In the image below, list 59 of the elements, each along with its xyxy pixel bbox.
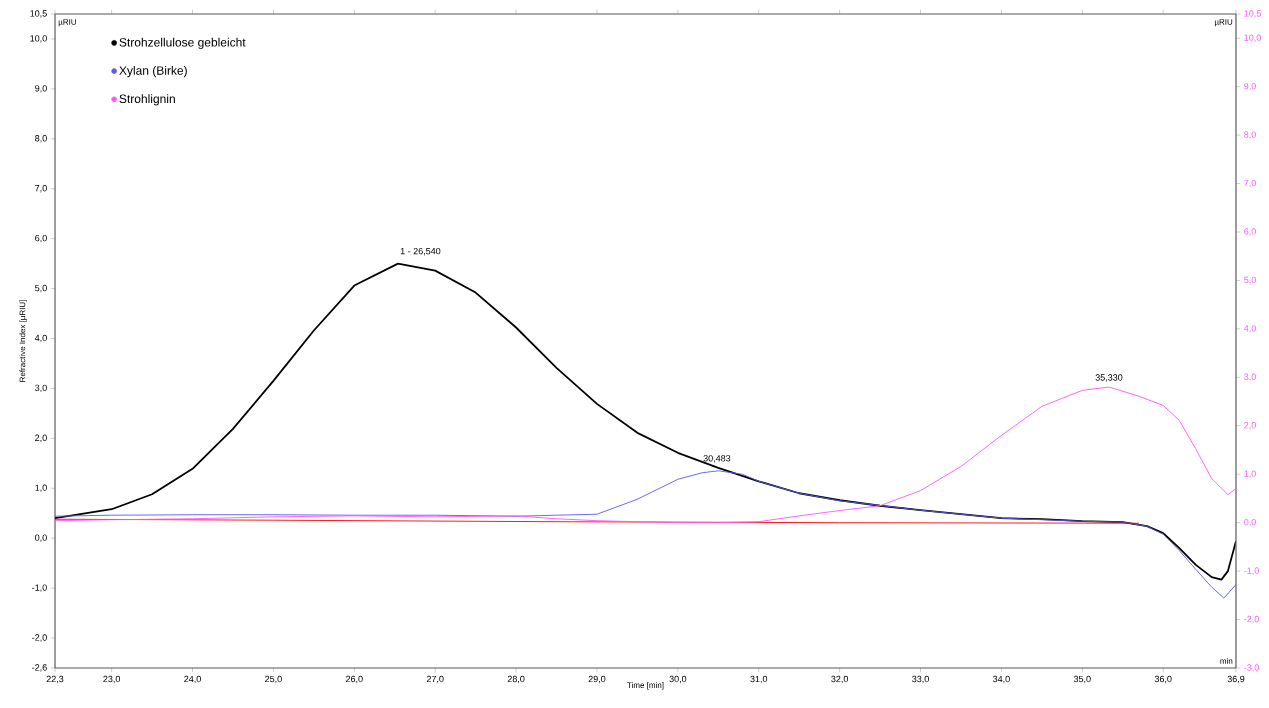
x-tick-label: 29,0	[588, 675, 606, 684]
y-tick-label: 0,0	[35, 534, 47, 542]
y2-tick-label: 10,0	[1244, 34, 1261, 42]
legend-label: Xylan (Birke)	[119, 66, 187, 78]
y2-tick-label: 7,0	[1244, 179, 1256, 188]
y2-tick-label: 5,0	[1244, 276, 1256, 285]
x-tick-label: 36,0	[1154, 675, 1172, 684]
y2-tick-label: 8,0	[1244, 131, 1256, 139]
x-tick-label: 24,0	[184, 675, 201, 684]
x-tick-label: 35,0	[1073, 675, 1091, 684]
y-tick-label: 2,0	[35, 434, 47, 443]
x-tick-label: 28,0	[507, 675, 525, 684]
y-tick-label: 6,0	[35, 234, 47, 243]
annotation: 1 - 26,540	[400, 247, 441, 256]
annotation: 35,330	[1095, 374, 1123, 382]
y2-tick-label: 6,0	[1244, 228, 1256, 236]
y-tick-label: -1,0	[32, 584, 47, 592]
legend-label: Strohzellulose gebleicht	[119, 37, 246, 49]
y-tick-label: 4,0	[34, 334, 47, 343]
x-tick-label: 31,0	[750, 675, 768, 684]
y2-tick-label: -2,0	[1244, 615, 1259, 624]
line-series	[55, 470, 1236, 599]
x-tick-label: 27,0	[426, 675, 444, 684]
y2-tick-label: 9,0	[1244, 82, 1256, 91]
y2-tick-label: -3,0	[1244, 664, 1259, 672]
y2-tick-label: 3,0	[1244, 373, 1256, 382]
y2-tick-label: 0,0	[1244, 518, 1256, 527]
y-tick-label: 3,0	[35, 384, 47, 393]
x-tick-label: 26,0	[345, 675, 363, 684]
legend-label: Strohlignin	[119, 94, 175, 106]
x-tick-label: 32,0	[831, 675, 849, 684]
y2-tick-label: 2,0	[1244, 422, 1256, 430]
y2-tick-label: 4,0	[1243, 325, 1256, 333]
annotation: µRIU	[1214, 19, 1233, 27]
y-tick-label: -2,6	[32, 664, 47, 672]
y2-tick-label: 1,0	[1244, 470, 1256, 478]
y-tick-label: 8,0	[35, 135, 47, 143]
y2-tick-label: 10,5	[1244, 10, 1261, 18]
y-tick-label: 10,0	[30, 35, 47, 43]
y-tick-label: 7,0	[35, 185, 47, 193]
y2-tick-label: -1,0	[1244, 567, 1259, 575]
x-tick-label: 22,3	[46, 675, 64, 684]
y-tick-label: -2,0	[32, 634, 47, 642]
x-axis-title: Time [min]	[627, 682, 664, 690]
x-tick-label: 36,9	[1227, 675, 1245, 684]
line-series	[55, 262, 1236, 581]
x-tick-label: 34,0	[992, 675, 1010, 684]
y-tick-label: 9,0	[35, 85, 47, 93]
annotation: min	[1220, 657, 1233, 664]
x-tick-label: 23,0	[103, 675, 121, 684]
x-tick-label: 33,0	[912, 675, 929, 684]
annotation: 30,483	[703, 455, 731, 463]
y-axis-title: Refractive Index [µRIU]	[19, 300, 27, 382]
annotation: µRIU	[58, 19, 76, 27]
x-tick-label: 25,0	[265, 675, 282, 684]
x-tick-label: 30,0	[669, 675, 687, 684]
y-tick-label: 1,0	[35, 484, 47, 492]
y-tick-label: 10,5	[30, 10, 47, 18]
y-tick-label: 5,0	[35, 284, 47, 293]
